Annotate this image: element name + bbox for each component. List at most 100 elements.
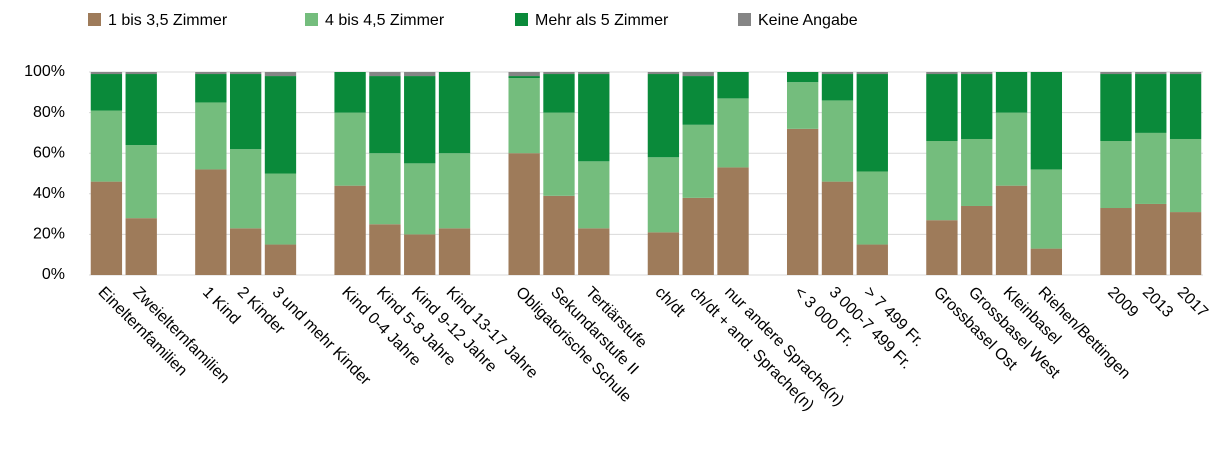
y-tick-label: 40% (33, 185, 65, 202)
bar-segment (404, 234, 436, 275)
bar-segment (334, 72, 366, 113)
bar-segment (1135, 72, 1167, 75)
bar-segment (682, 76, 714, 125)
bar-segment (125, 145, 157, 219)
bar-segment (1100, 72, 1132, 75)
bar-segment (543, 195, 575, 275)
bar-segment (926, 74, 958, 142)
bar-segment (334, 112, 366, 186)
legend-label: Mehr als 5 Zimmer (535, 12, 669, 29)
bar-segment (90, 181, 123, 275)
bar-segment (369, 224, 401, 275)
bar-segment (508, 76, 540, 79)
bar-segment (995, 185, 1028, 275)
bar-segment (926, 141, 958, 221)
bar-segment (543, 72, 575, 75)
bar-segment (717, 98, 749, 168)
bar-segment (264, 76, 297, 174)
bar-segment (647, 232, 680, 275)
x-tick-label: ch/dt (652, 284, 689, 321)
bar-segment (995, 72, 1028, 113)
bar-segment (1030, 169, 1063, 249)
bar-segment (229, 149, 262, 229)
legend-swatch (738, 13, 751, 26)
bar-segment (578, 161, 610, 229)
bar-segment (369, 76, 401, 154)
legend-swatch (305, 13, 318, 26)
x-tick-label: 2017 (1174, 284, 1211, 321)
y-tick-label: 20% (33, 226, 65, 243)
bar-segment (786, 128, 819, 275)
bar-segment (438, 228, 471, 275)
y-tick-label: 60% (33, 144, 65, 161)
x-tick-label: 2013 (1139, 284, 1176, 321)
bar-segment (1100, 208, 1132, 275)
bar-segment (578, 72, 610, 75)
bar-segment (404, 163, 436, 235)
bar-segment (856, 171, 888, 245)
bar-segment (90, 74, 123, 111)
bar-segment (578, 74, 610, 162)
bar-segment (90, 72, 123, 75)
bar-segment (334, 185, 366, 275)
y-tick-label: 100% (24, 63, 65, 80)
bar-segment (195, 72, 227, 75)
bar-segment (125, 74, 157, 146)
bar-segment (508, 78, 540, 154)
bar-segment (647, 72, 680, 75)
bar-segment (821, 72, 854, 75)
bar-segment (369, 72, 401, 77)
legend-swatch (88, 13, 101, 26)
bar-segment (125, 72, 157, 75)
bar-segment (1169, 212, 1202, 275)
bar-segment (543, 74, 575, 113)
bar-segment (264, 244, 297, 275)
bar-segment (717, 167, 749, 275)
bar-segment (264, 72, 297, 77)
bar-segment (961, 72, 993, 75)
bar-segment (961, 205, 993, 275)
legend-label: 4 bis 4,5 Zimmer (325, 12, 445, 29)
bar-segment (1135, 132, 1167, 204)
x-tick-label: 2009 (1104, 284, 1141, 321)
bar-segment (856, 244, 888, 275)
bar-segment (229, 228, 262, 275)
bar-segment (508, 153, 540, 275)
bar-segment (786, 72, 819, 83)
legend-label: 1 bis 3,5 Zimmer (108, 12, 228, 29)
bar-segment (195, 102, 227, 170)
bar-segment (1100, 74, 1132, 142)
bar-segment (543, 112, 575, 196)
bar-segment (1135, 203, 1167, 275)
bar-segment (926, 220, 958, 275)
bar-segment (229, 72, 262, 75)
bar-segment (856, 74, 888, 172)
bar-segment (508, 72, 540, 77)
bar-segment (578, 228, 610, 275)
bar-segment (404, 72, 436, 77)
bar-segment (926, 72, 958, 75)
bar-segment (229, 74, 262, 150)
bar-segment (821, 100, 854, 182)
bar-segment (1135, 74, 1167, 133)
bar-segment (995, 112, 1028, 186)
bar-segment (438, 72, 471, 154)
bar-segment (856, 72, 888, 75)
bar-segment (647, 157, 680, 233)
bar-segment (821, 181, 854, 275)
bar-segment (195, 74, 227, 103)
bar-segment (821, 74, 854, 101)
bar-segment (717, 72, 749, 99)
bar-segment (1100, 141, 1132, 209)
y-tick-label: 80% (33, 104, 65, 121)
bar-segment (1030, 72, 1063, 170)
bar-segment (404, 76, 436, 164)
bar-segment (682, 124, 714, 198)
legend-swatch (515, 13, 528, 26)
bar-segment (1030, 248, 1063, 275)
bar-segment (1169, 72, 1202, 75)
bar-segment (264, 173, 297, 245)
bar-segment (682, 197, 714, 275)
bar-segment (961, 138, 993, 206)
